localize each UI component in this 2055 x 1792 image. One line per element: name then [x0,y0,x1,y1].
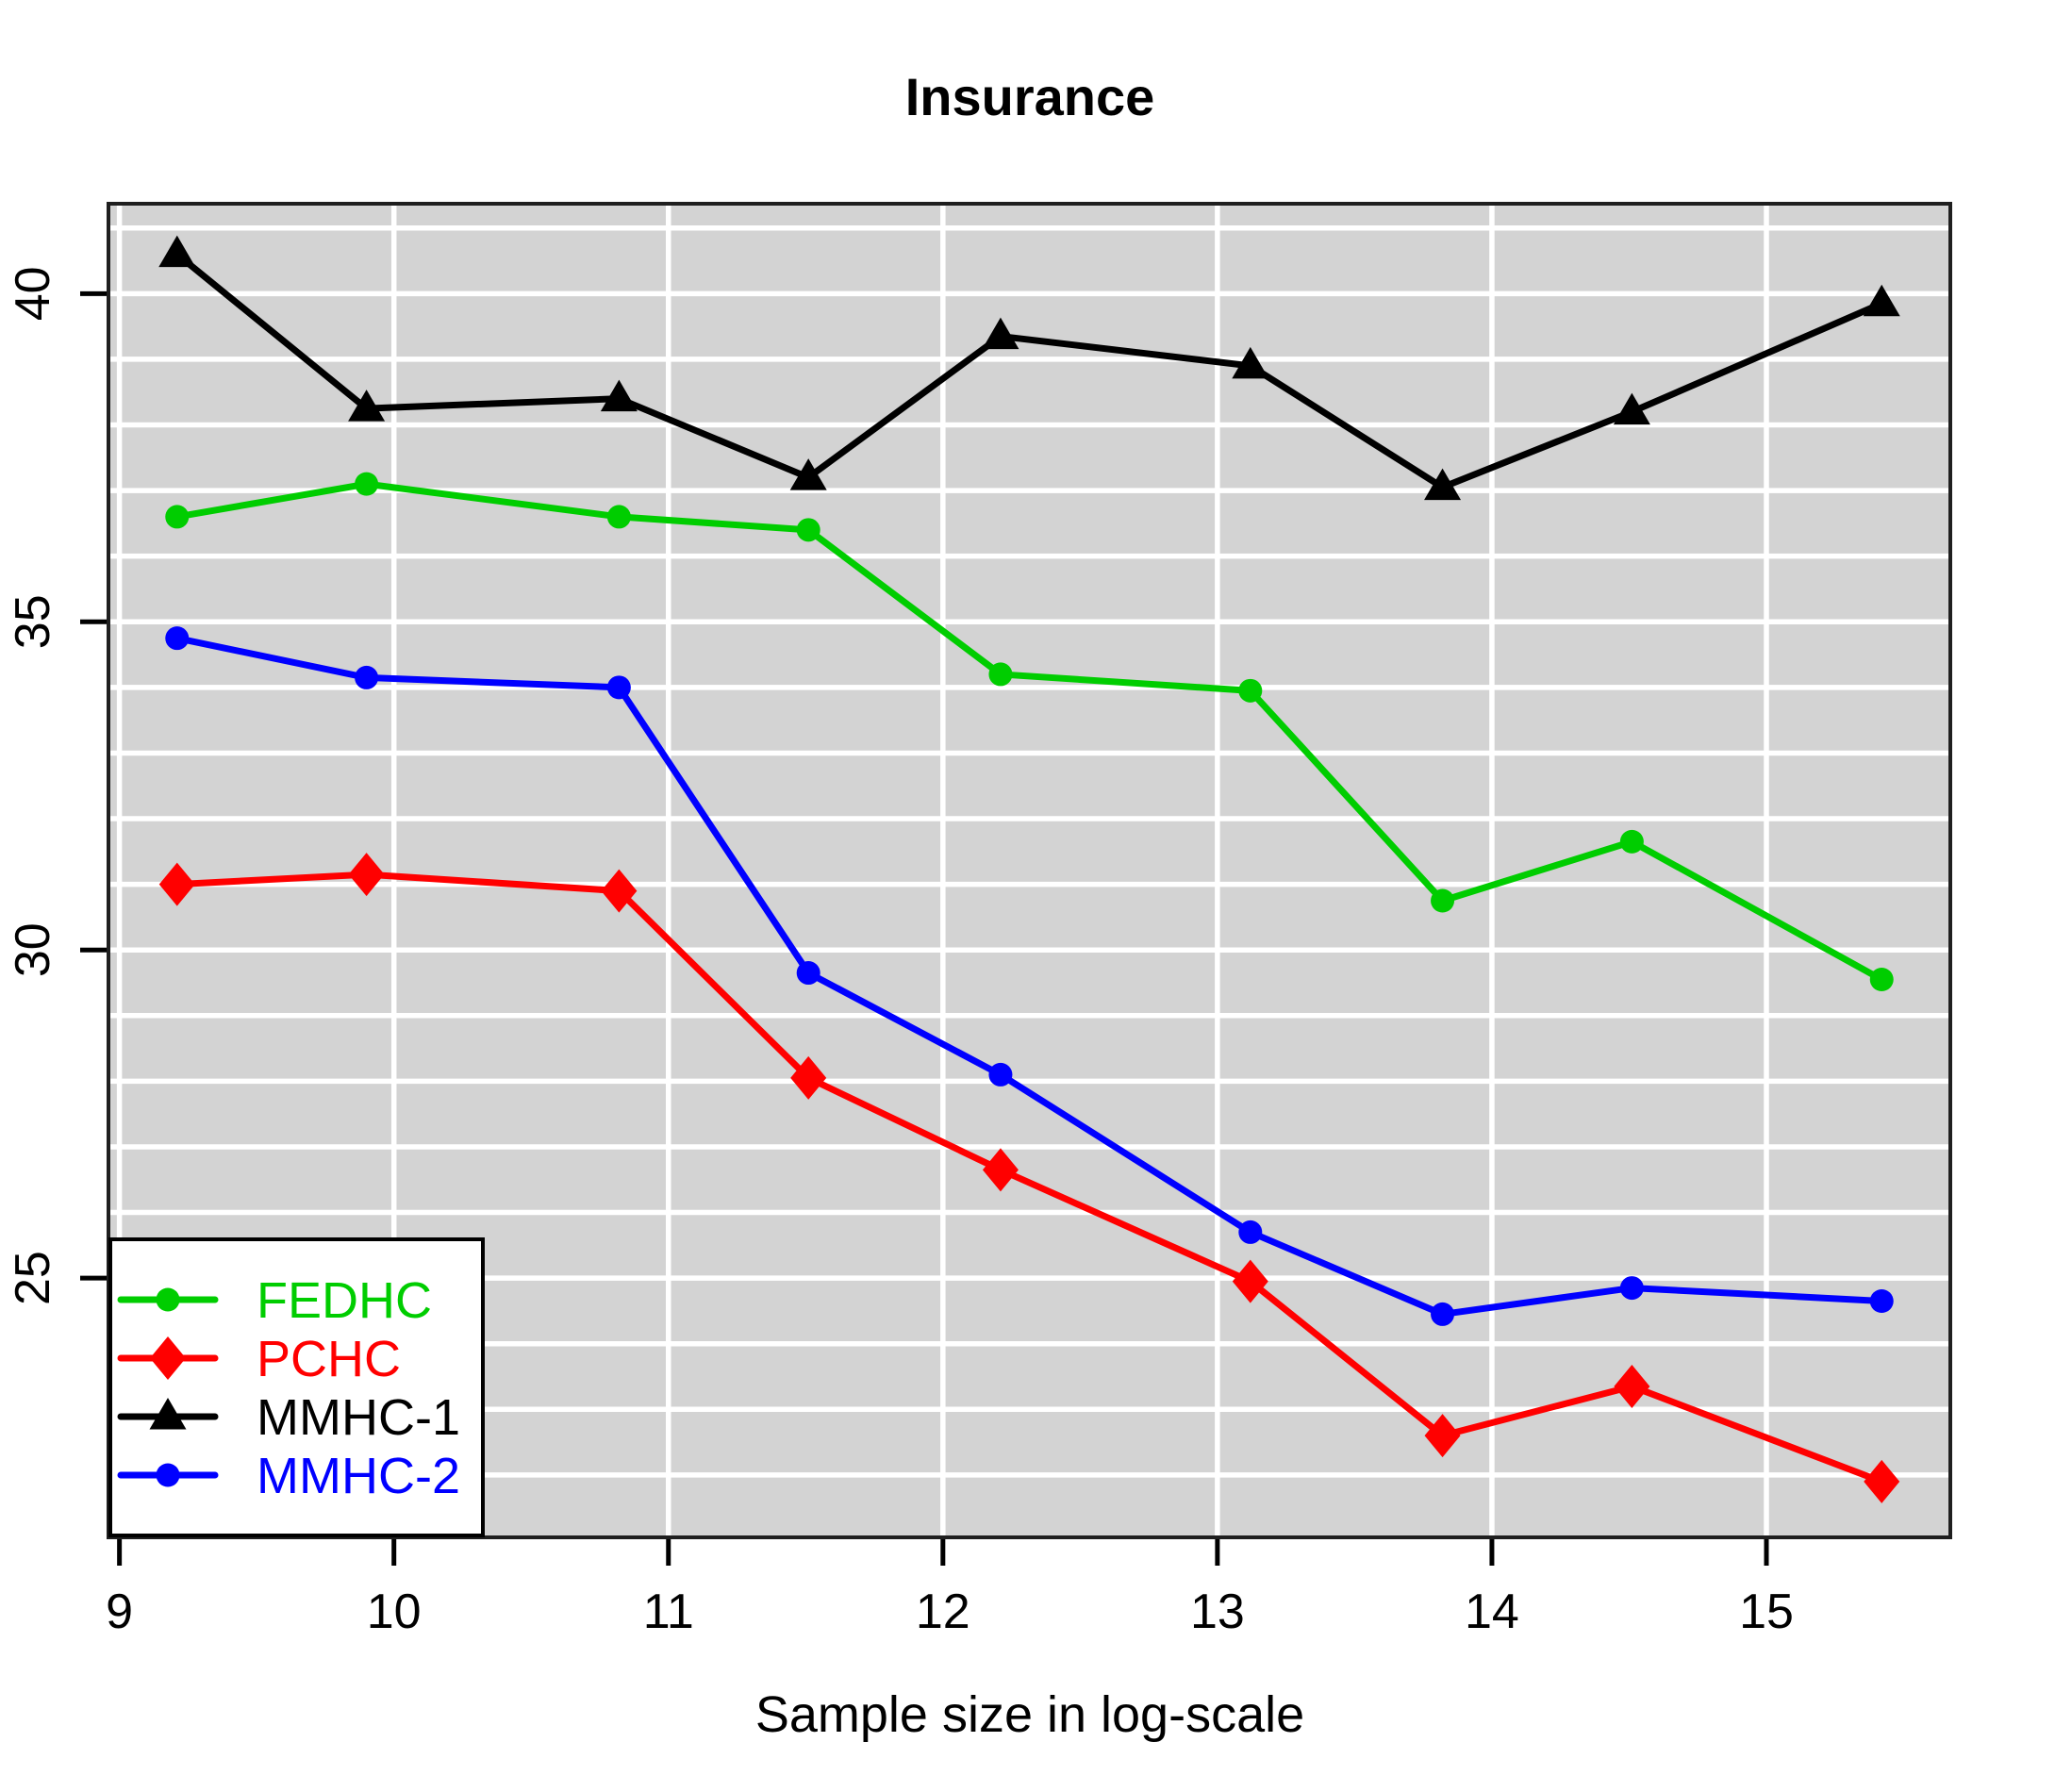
data-point-MMHC-1 [1232,346,1269,379]
data-point-FEDHC [796,518,820,542]
x-tick-label: 12 [916,1585,970,1639]
data-point-MMHC-2 [606,675,631,700]
data-point-MMHC-2 [1619,1276,1644,1301]
x-tick-label: 11 [643,1585,694,1639]
data-point-PCHC [348,853,385,897]
data-point-MMHC-1 [158,235,196,268]
legend-marker-MMHC-1 [149,1398,187,1430]
legend-label-MMHC-1: MMHC-1 [257,1389,460,1446]
data-point-MMHC-1 [1863,284,1900,317]
legend-item-MMHC-2: MMHC-2 [117,1448,460,1504]
data-point-PCHC [1864,1459,1900,1503]
data-point-PCHC [1424,1414,1461,1458]
x-tick-label: 13 [1190,1585,1245,1639]
y-tick-label: 30 [6,922,60,977]
data-point-MMHC-1 [600,379,638,412]
data-point-FEDHC [165,505,190,529]
data-point-MMHC-2 [355,665,379,689]
legend-item-PCHC: PCHC [117,1331,401,1387]
data-point-PCHC [982,1148,1019,1192]
legend-label-PCHC: PCHC [257,1331,401,1387]
data-point-MMHC-2 [1869,1288,1894,1313]
data-point-PCHC [1232,1259,1268,1303]
axes: 9 10 11 12 13 14 15 25 30 35 40 [6,266,1794,1639]
legend-label-MMHC-2: MMHC-2 [257,1448,460,1504]
plot-border [107,202,1952,1539]
data-point-FEDHC [1619,829,1644,854]
legend-marker-MMHC-2 [156,1463,180,1487]
series-PCHC [158,853,1900,1503]
legend-label-FEDHC: FEDHC [257,1272,432,1329]
data-point-MMHC-1 [348,390,386,422]
chart-title: Insurance [905,67,1155,126]
data-point-MMHC-2 [988,1062,1013,1087]
data-point-PCHC [1614,1364,1650,1408]
legend-box [108,1237,485,1537]
series-MMHC-2 [165,626,1894,1326]
legend-item-MMHC-1: MMHC-1 [117,1389,460,1446]
legend-marker-FEDHC [156,1287,180,1312]
x-tick-label: 10 [367,1585,422,1639]
data-point-FEDHC [988,662,1013,687]
data-point-MMHC-2 [1238,1220,1263,1244]
data-point-FEDHC [355,472,379,496]
series-MMHC-1 [158,235,1900,501]
data-series [158,235,1900,1503]
data-point-PCHC [790,1055,827,1100]
y-tick-label: 25 [6,1251,60,1305]
data-point-FEDHC [1869,968,1894,992]
x-tick-label: 15 [1739,1585,1794,1639]
x-tick-label: 9 [106,1585,133,1639]
data-point-MMHC-2 [1431,1302,1455,1326]
x-axis-label: Sample size in log-scale [755,1686,1304,1743]
data-point-FEDHC [1431,888,1455,913]
data-point-MMHC-1 [1613,392,1650,425]
legend-item-FEDHC: FEDHC [117,1272,432,1329]
data-point-FEDHC [1238,678,1263,703]
data-point-MMHC-1 [789,458,827,490]
data-point-MMHC-1 [982,317,1019,350]
data-point-FEDHC [606,505,631,529]
legend-marker-PCHC [150,1336,186,1380]
data-point-MMHC-1 [1424,468,1462,501]
x-tick-label: 14 [1465,1585,1519,1639]
y-tick-label: 40 [6,266,60,321]
data-point-MMHC-2 [796,961,820,986]
data-point-PCHC [601,869,638,913]
data-point-MMHC-2 [165,626,190,651]
y-tick-label: 35 [6,594,60,649]
series-FEDHC [165,472,1894,992]
data-point-PCHC [158,862,195,906]
